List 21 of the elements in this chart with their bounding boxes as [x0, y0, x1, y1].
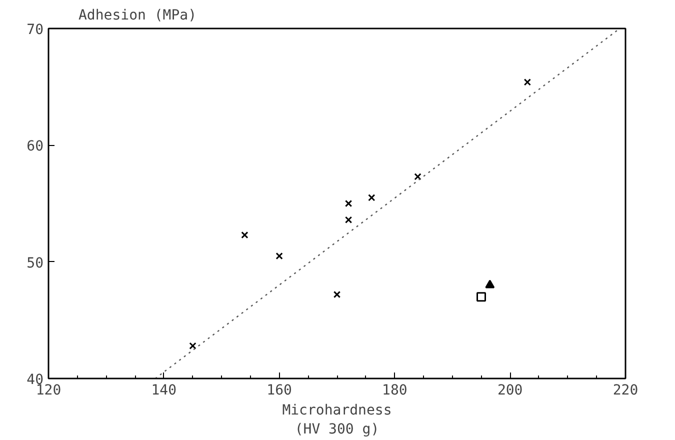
x-tick-label: 180: [382, 382, 408, 398]
point: [333, 290, 341, 298]
point: [476, 292, 486, 302]
point: [189, 342, 196, 350]
point: [276, 252, 283, 260]
y-tick-label: 50: [26, 255, 44, 272]
y-axis-title: Adhesion (MPa): [78, 8, 197, 24]
x-tick-label: 220: [612, 382, 638, 398]
point: [414, 173, 422, 180]
x-axis-title: Microhardness (HV 300 g): [282, 402, 392, 438]
point: [485, 280, 495, 288]
point: [524, 78, 531, 86]
x-tick-label: 200: [497, 382, 523, 398]
point: [344, 200, 352, 208]
point: [241, 231, 248, 239]
point: [344, 216, 352, 224]
x-tick-label: 140: [151, 382, 177, 398]
x-tick-label: 160: [266, 382, 292, 398]
y-tick-label: 70: [26, 22, 44, 38]
y-tick-label: 60: [26, 138, 44, 155]
point: [368, 194, 376, 202]
